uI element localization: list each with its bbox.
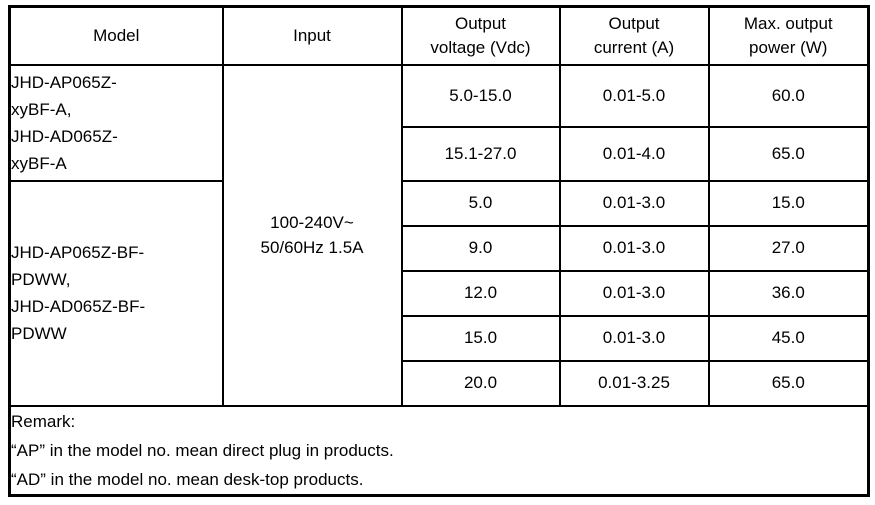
output-voltage-cell: 15.0 [400, 314, 561, 362]
output-current-cell: 0.01-3.25 [558, 359, 710, 407]
max-power-cell: 27.0 [707, 224, 870, 272]
max-power-cell: 36.0 [707, 269, 870, 317]
table-row: 20.0 0.01-3.25 65.0 [10, 359, 870, 407]
max-power-cell: 45.0 [707, 314, 870, 362]
output-voltage-cell: 12.0 [400, 269, 561, 317]
remark-line-1: “AP” in the model no. mean direct plug i… [11, 440, 394, 460]
column-header-output-current: Output current (A) [558, 5, 710, 66]
max-power-cell: 65.0 [707, 359, 870, 407]
output-current-cell: 0.01-5.0 [558, 63, 710, 128]
column-header-output-voltage: Output voltage (Vdc) [400, 5, 561, 66]
header-row: Model Input Output voltage (Vdc) Output … [8, 5, 870, 66]
spec-table: Model Input Output voltage (Vdc) Output … [8, 5, 870, 497]
max-power-cell: 15.0 [707, 179, 870, 227]
output-current-cell: 0.01-3.0 [558, 269, 710, 317]
model-group-1-cell: JHD-AP065Z- xyBF-A, JHD-AD065Z- xyBF-A [8, 63, 224, 182]
output-voltage-cell: 15.1-27.0 [400, 125, 561, 182]
column-header-model: Model [8, 5, 224, 66]
table-row: 9.0 0.01-3.0 27.0 [10, 224, 870, 272]
output-voltage-cell: 5.0 [400, 179, 561, 227]
max-power-cell: 65.0 [707, 125, 870, 182]
remark-cell: Remark: “AP” in the model no. mean direc… [8, 404, 870, 497]
column-header-max-output-power: Max. output power (W) [707, 5, 870, 66]
table-row: 12.0 0.01-3.0 36.0 [10, 269, 870, 317]
output-current-cell: 0.01-3.0 [558, 314, 710, 362]
remark-row: Remark: “AP” in the model no. mean direc… [8, 404, 870, 497]
max-power-cell: 60.0 [707, 63, 870, 128]
output-current-cell: 0.01-4.0 [558, 125, 710, 182]
output-voltage-cell: 5.0-15.0 [400, 63, 561, 128]
model-group-2-cell: JHD-AP065Z-BF- PDWW, JHD-AD065Z-BF- PDWW [8, 179, 224, 407]
table-row: 15.0 0.01-3.0 45.0 [10, 314, 870, 362]
output-current-cell: 0.01-3.0 [558, 179, 710, 227]
remark-label: Remark: [11, 411, 76, 431]
remark-line-2: “AD” in the model no. mean desk-top prod… [11, 469, 364, 489]
table-row: JHD-AP065Z-BF- PDWW, JHD-AD065Z-BF- PDWW… [8, 179, 870, 407]
output-voltage-cell: 20.0 [400, 359, 561, 407]
table-row: 15.1-27.0 0.01-4.0 65.0 [10, 125, 870, 182]
column-header-input: Input [221, 5, 403, 66]
input-spec-cell: 100-240V~ 50/60Hz 1.5A [221, 63, 403, 407]
table-row: JHD-AP065Z- xyBF-A, JHD-AD065Z- xyBF-A 1… [8, 63, 870, 407]
output-current-cell: 0.01-3.0 [558, 224, 710, 272]
output-voltage-cell: 9.0 [400, 224, 561, 272]
